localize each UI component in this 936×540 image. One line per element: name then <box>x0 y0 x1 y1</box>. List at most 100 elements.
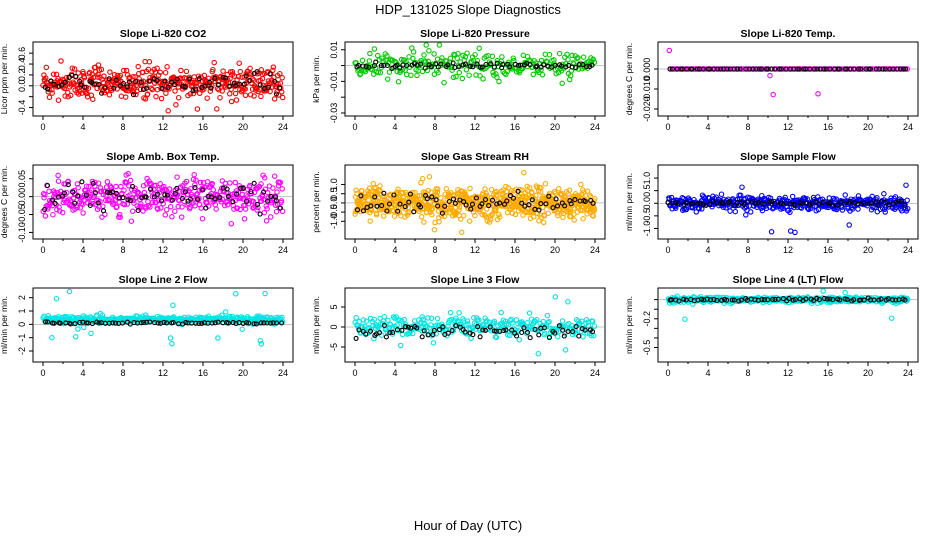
data-point <box>130 73 136 80</box>
hourly-point <box>106 320 112 326</box>
data-point <box>267 214 274 220</box>
data-point <box>279 94 286 101</box>
x-tick-label: 4 <box>705 122 710 132</box>
hourly-point <box>580 62 586 68</box>
hourly-point <box>834 202 840 208</box>
data-point <box>830 195 837 202</box>
data-point <box>232 179 239 186</box>
data-point <box>67 92 74 99</box>
data-point <box>541 330 548 336</box>
x-tick-label: 0 <box>352 368 357 378</box>
data-point <box>210 66 216 73</box>
hourly-point <box>208 194 214 200</box>
hourly-point <box>192 185 198 191</box>
panel-1: Slope Li-820 CO2 Licor ppm per min. 0 4 8 12 1… <box>0 28 294 132</box>
data-point <box>860 66 867 72</box>
hourly-point <box>42 319 49 325</box>
hourly-point <box>130 183 136 190</box>
data-point <box>210 187 217 193</box>
data-point <box>250 199 257 205</box>
hourly-point <box>504 198 510 204</box>
hourly-point <box>374 203 380 209</box>
hourly-point <box>882 200 888 206</box>
data-point <box>352 211 358 217</box>
data-point <box>431 51 437 57</box>
data-point <box>207 88 214 94</box>
hourly-point <box>225 320 231 326</box>
data-point <box>66 288 73 295</box>
data-point <box>578 181 584 188</box>
data-point <box>217 94 223 101</box>
data-point <box>220 68 226 74</box>
data-point <box>546 190 553 196</box>
data-point <box>187 204 193 211</box>
data-point <box>504 68 511 75</box>
hourly-point <box>529 197 535 203</box>
data-point <box>86 183 92 190</box>
y-tick-label: 0.2 <box>17 69 27 82</box>
hourly-point <box>422 65 428 71</box>
hourly-point <box>526 202 532 208</box>
data-point <box>270 67 276 74</box>
data-point <box>172 88 178 94</box>
hourly-point <box>431 328 437 334</box>
y-tick-label: 0.5 <box>329 187 339 200</box>
data-point <box>787 228 794 234</box>
data-point <box>489 53 496 60</box>
hourly-point <box>251 180 257 186</box>
x-tick-label: 4 <box>705 245 710 255</box>
hourly-point <box>847 198 853 204</box>
hourly-point <box>741 202 747 208</box>
y-tick-label: -0.010 <box>642 76 652 102</box>
data-point <box>107 69 113 75</box>
data-point <box>67 197 74 204</box>
data-point <box>445 323 451 329</box>
hourly-point <box>590 200 596 206</box>
data-point <box>552 294 559 300</box>
x-tick-label: 24 <box>903 122 913 132</box>
hourly-point <box>372 194 378 200</box>
data-point <box>88 200 94 207</box>
data-point <box>116 211 123 218</box>
panel-title: Slope Amb. Box Temp. <box>106 151 219 163</box>
data-point <box>236 60 242 66</box>
data-point <box>394 68 400 75</box>
data-point <box>128 218 135 224</box>
data-point <box>144 91 151 97</box>
hourly-point <box>424 196 430 202</box>
hourly-point <box>470 332 476 338</box>
data-point <box>531 214 537 220</box>
data-point <box>279 186 285 192</box>
data-point <box>464 318 471 324</box>
data-point <box>58 58 64 64</box>
hourly-point <box>814 66 820 72</box>
data-point <box>526 184 533 191</box>
data-point <box>90 96 96 103</box>
data-point <box>176 75 183 82</box>
hourly-point <box>744 199 750 205</box>
data-point <box>494 192 500 198</box>
hourly-point <box>138 320 144 326</box>
data-point <box>472 51 478 58</box>
hourly-point <box>775 296 781 302</box>
hourly-point <box>772 66 778 72</box>
hourly-point <box>254 202 260 208</box>
data-point <box>270 185 276 191</box>
hourly-point <box>394 62 400 68</box>
data-point <box>146 59 153 65</box>
hourly-point <box>159 198 165 204</box>
data-point <box>274 189 280 195</box>
hourly-point <box>516 62 522 68</box>
x-tick-label: 24 <box>278 368 288 378</box>
x-tick-label: 20 <box>863 368 873 378</box>
hourly-point <box>139 195 145 201</box>
data-point <box>539 72 546 78</box>
hourly-point <box>729 297 735 303</box>
y-axis-label: ml/min per min. <box>624 296 634 354</box>
data-point <box>173 102 179 108</box>
data-point <box>371 316 378 323</box>
data-point <box>247 182 253 189</box>
data-point <box>748 66 754 72</box>
hourly-point <box>897 66 903 72</box>
hourly-point <box>265 198 271 204</box>
